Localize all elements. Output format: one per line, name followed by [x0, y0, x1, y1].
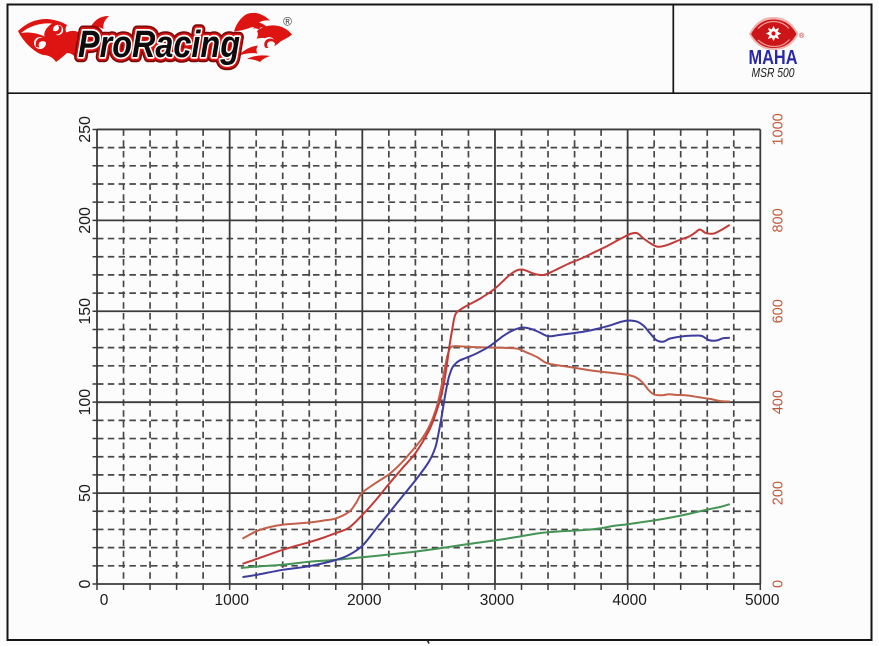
svg-text:1000: 1000	[214, 592, 249, 609]
svg-text:200: 200	[77, 207, 94, 234]
svg-text:0: 0	[77, 579, 94, 588]
svg-text:®: ®	[283, 15, 292, 29]
svg-text:100: 100	[77, 389, 94, 416]
svg-text:ProRacing: ProRacing	[78, 24, 240, 66]
svg-text:150: 150	[77, 298, 94, 325]
svg-text:MAHA: MAHA	[749, 46, 798, 69]
svg-text:ProRacing: ProRacing	[78, 24, 240, 66]
svg-text:5000: 5000	[745, 592, 780, 609]
svg-text:4000: 4000	[612, 592, 647, 609]
svg-text:ProRacing: ProRacing	[78, 24, 240, 66]
svg-text:1000: 1000	[771, 113, 787, 145]
svg-text:®: ®	[799, 32, 805, 40]
svg-text:600: 600	[771, 299, 787, 323]
svg-text:800: 800	[771, 208, 787, 232]
svg-text:250: 250	[77, 116, 94, 143]
svg-text:50: 50	[77, 484, 94, 502]
svg-text:200: 200	[771, 481, 787, 505]
svg-text:0: 0	[771, 580, 787, 588]
svg-text:MSR 500: MSR 500	[752, 66, 795, 80]
svg-text:3000: 3000	[480, 592, 515, 609]
svg-text:2000: 2000	[347, 592, 382, 609]
svg-text:0: 0	[100, 592, 109, 609]
svg-text:400: 400	[771, 390, 787, 414]
svg-text:ProRacing: ProRacing	[78, 24, 240, 66]
